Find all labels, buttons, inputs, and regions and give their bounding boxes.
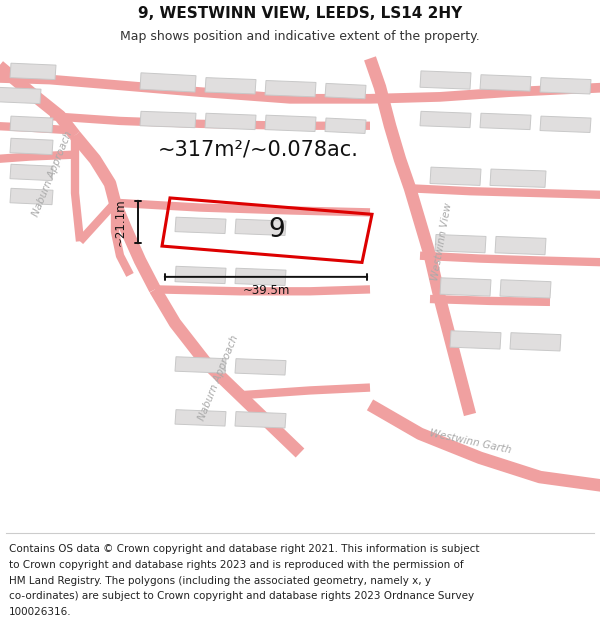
Polygon shape [235, 219, 286, 236]
Polygon shape [440, 278, 491, 296]
Text: Westwinn Garth: Westwinn Garth [428, 428, 512, 455]
Polygon shape [265, 115, 316, 131]
Polygon shape [10, 138, 53, 154]
Polygon shape [540, 78, 591, 94]
Text: 9, WESTWINN VIEW, LEEDS, LS14 2HY: 9, WESTWINN VIEW, LEEDS, LS14 2HY [138, 6, 462, 21]
Polygon shape [10, 63, 56, 79]
Polygon shape [175, 357, 226, 373]
Polygon shape [235, 359, 286, 375]
Text: 9: 9 [268, 217, 285, 243]
Polygon shape [420, 71, 471, 89]
Polygon shape [325, 118, 366, 134]
Polygon shape [10, 164, 53, 181]
Polygon shape [0, 88, 41, 104]
Polygon shape [495, 236, 546, 255]
Polygon shape [140, 72, 196, 92]
Polygon shape [450, 331, 501, 349]
Polygon shape [480, 75, 531, 91]
Text: co-ordinates) are subject to Crown copyright and database rights 2023 Ordnance S: co-ordinates) are subject to Crown copyr… [9, 591, 474, 601]
Polygon shape [430, 167, 481, 186]
Polygon shape [490, 169, 546, 187]
Polygon shape [500, 280, 551, 298]
Polygon shape [175, 410, 226, 426]
Text: Naburn Approach: Naburn Approach [30, 130, 74, 218]
Polygon shape [510, 332, 561, 351]
Polygon shape [235, 268, 286, 286]
Text: Naburn Approach: Naburn Approach [196, 334, 240, 422]
Polygon shape [325, 83, 366, 99]
Polygon shape [265, 81, 316, 97]
Polygon shape [420, 111, 471, 128]
Text: Map shows position and indicative extent of the property.: Map shows position and indicative extent… [120, 30, 480, 43]
Text: Westwinn View: Westwinn View [430, 201, 454, 281]
Polygon shape [205, 78, 256, 94]
Text: to Crown copyright and database rights 2023 and is reproduced with the permissio: to Crown copyright and database rights 2… [9, 560, 464, 570]
Text: HM Land Registry. The polygons (including the associated geometry, namely x, y: HM Land Registry. The polygons (includin… [9, 576, 431, 586]
Polygon shape [140, 111, 196, 128]
Text: 100026316.: 100026316. [9, 607, 71, 617]
Polygon shape [235, 412, 286, 428]
Polygon shape [205, 113, 256, 129]
Polygon shape [435, 234, 486, 253]
Polygon shape [540, 116, 591, 132]
Polygon shape [175, 266, 226, 284]
Polygon shape [175, 217, 226, 234]
Text: Contains OS data © Crown copyright and database right 2021. This information is : Contains OS data © Crown copyright and d… [9, 544, 479, 554]
Polygon shape [480, 113, 531, 129]
Text: ~39.5m: ~39.5m [242, 284, 290, 297]
Polygon shape [10, 116, 53, 132]
Text: ~317m²/~0.078ac.: ~317m²/~0.078ac. [158, 140, 358, 160]
Polygon shape [10, 188, 53, 204]
Text: ~21.1m: ~21.1m [113, 198, 127, 246]
